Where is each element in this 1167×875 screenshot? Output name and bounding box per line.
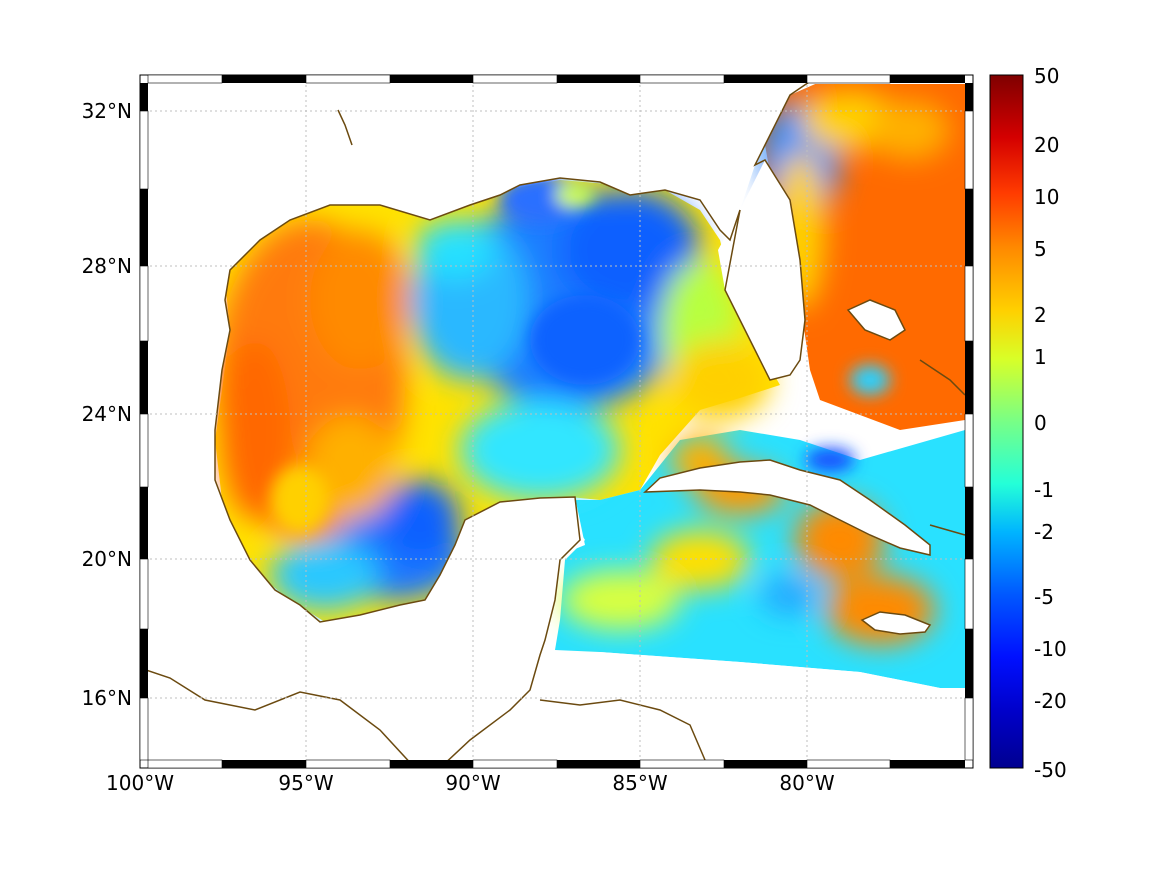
colorbar: 50 20 10 5 2 1 0 -1 -2 -5 -10 -20 -50 bbox=[989, 64, 1067, 782]
colorbar-gradient bbox=[989, 74, 1024, 769]
colorbar-tick-neg10: -10 bbox=[1034, 637, 1067, 661]
colorbar-tick-1: 1 bbox=[1034, 345, 1047, 369]
colorbar-tick-5: 5 bbox=[1034, 237, 1047, 261]
lat-label-16n: 16°N bbox=[82, 686, 132, 710]
lat-label-32n: 32°N bbox=[82, 99, 132, 123]
lon-label-100w: 100°W bbox=[106, 771, 174, 795]
lat-label-24n: 24°N bbox=[82, 402, 132, 426]
lat-label-28n: 28°N bbox=[82, 254, 132, 278]
coastline bbox=[140, 77, 966, 768]
colorbar-tick-20: 20 bbox=[1034, 133, 1059, 157]
lon-label-95w: 95°W bbox=[278, 771, 333, 795]
colorbar-tick-neg5: -5 bbox=[1034, 585, 1054, 609]
colorbar-tick-neg50: -50 bbox=[1034, 758, 1067, 782]
lon-labels: 100°W 95°W 90°W 85°W 80°W bbox=[106, 771, 835, 795]
lon-label-80w: 80°W bbox=[779, 771, 834, 795]
colorbar-tick-neg1: -1 bbox=[1034, 478, 1054, 502]
gridlines bbox=[140, 75, 973, 768]
colorbar-tick-50: 50 bbox=[1034, 64, 1059, 88]
lat-label-20n: 20°N bbox=[82, 547, 132, 571]
colorbar-tick-10: 10 bbox=[1034, 185, 1059, 209]
lon-label-85w: 85°W bbox=[612, 771, 667, 795]
lat-labels: 32°N 28°N 24°N 20°N 16°N bbox=[82, 99, 132, 710]
colorbar-tick-2: 2 bbox=[1034, 303, 1047, 327]
data-field bbox=[140, 75, 965, 768]
lon-label-90w: 90°W bbox=[445, 771, 500, 795]
colorbar-tick-neg20: -20 bbox=[1034, 689, 1067, 713]
map-frame bbox=[139, 74, 974, 769]
colorbar-tick-neg2: -2 bbox=[1034, 520, 1054, 544]
colorbar-tick-0: 0 bbox=[1034, 411, 1047, 435]
